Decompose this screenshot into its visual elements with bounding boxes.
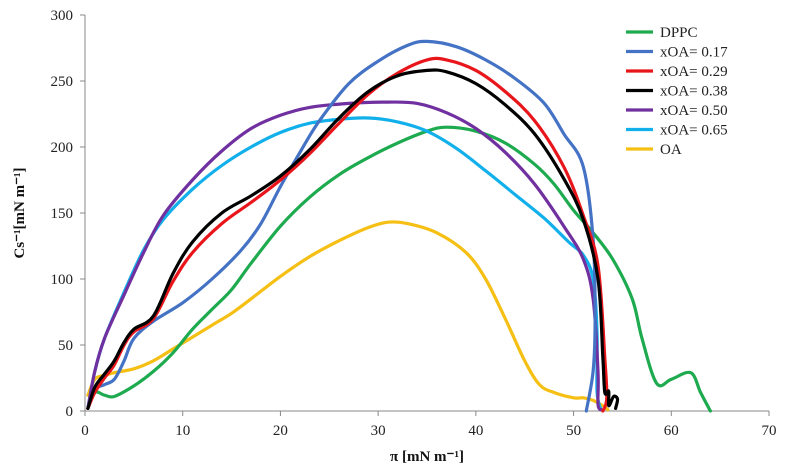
y-tick-label: 50 [58,338,73,354]
series-line-xoa-0-38 [86,68,620,410]
y-tick-label: 250 [51,74,74,90]
legend-label-xoa-0-17: xOA= 0.17 [660,45,728,61]
x-tick-label: 10 [175,423,190,439]
y-tick-label: 100 [51,272,74,288]
y-axis-title: Cs⁻¹[mN m⁻¹] [12,167,28,258]
x-tick-label: 60 [664,423,679,439]
series-line-xoa-0-50 [86,100,603,412]
legend-label-xoa-0-29: xOA= 0.29 [660,64,728,80]
series-line-oa [86,220,610,412]
y-tick-label: 150 [51,206,74,222]
legend-label-xoa-0-38: xOA= 0.38 [660,84,728,100]
legend: DPPC xOA= 0.17 xOA= 0.29 xOA= 0.38 xOA= 0.50… [626,25,728,158]
series-line-dppc [86,125,712,413]
y-tick-label: 200 [51,140,74,156]
y-tick-label: 300 [51,8,74,24]
x-tick-label: 70 [762,423,777,439]
series-line-xoa-0-17 [86,39,597,413]
x-tick-label: 40 [468,423,483,439]
x-tick-label: 30 [371,423,386,439]
series-lines [86,39,712,413]
x-tick-label: 20 [273,423,288,439]
x-ticks: 0 10 20 30 40 50 60 70 [81,411,777,439]
y-tick-label: 0 [66,404,74,420]
x-tick-label: 0 [81,423,89,439]
legend-label-xoa-0-50: xOA= 0.50 [660,103,728,119]
x-axis-title: π [mN m⁻¹] [390,449,464,465]
legend-label-xoa-0-65: xOA= 0.65 [660,123,728,139]
legend-label-dppc: DPPC [660,25,698,41]
series-line-xoa-0-65 [86,116,603,412]
x-tick-label: 50 [566,423,581,439]
legend-label-oa: OA [660,142,682,158]
y-ticks: 0 50 100 150 200 250 300 [51,8,85,420]
